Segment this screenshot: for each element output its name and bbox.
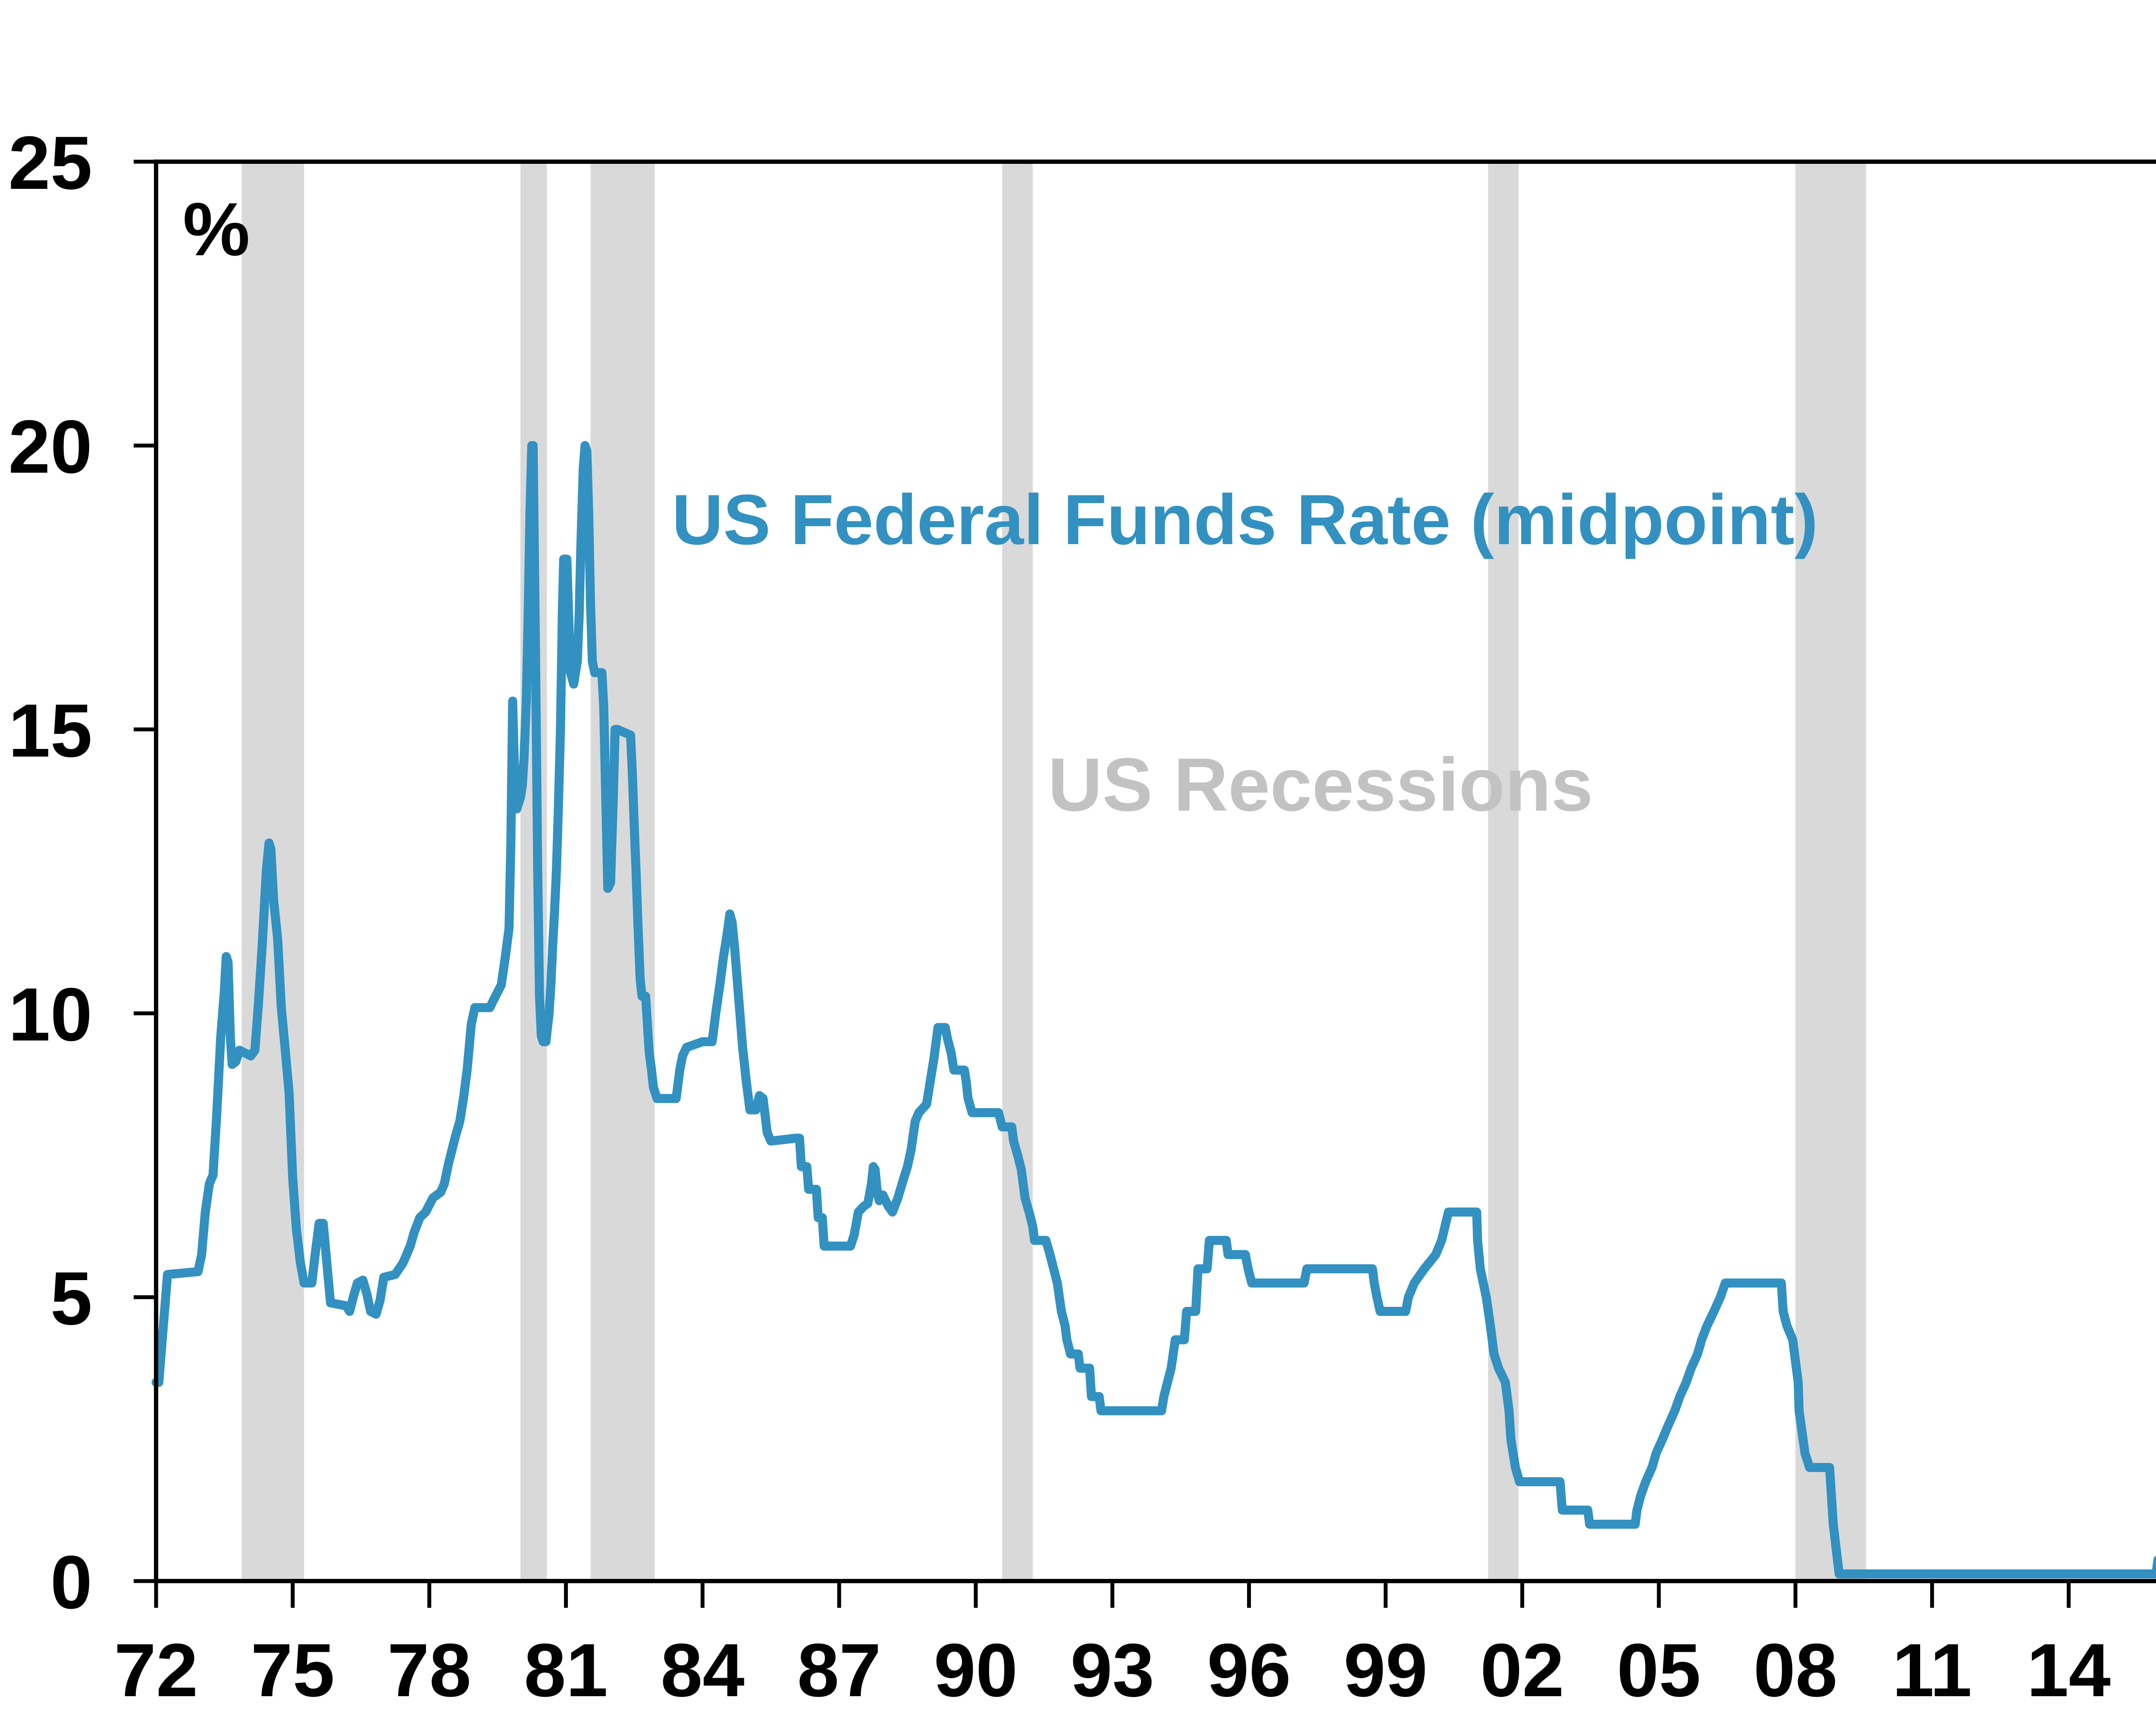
plot-border — [154, 160, 2156, 1583]
y-tick-label: 25 — [8, 121, 92, 205]
x-tick-label: 78 — [387, 1628, 471, 1713]
recession-bands — [241, 164, 1866, 1581]
fed-funds-line — [151, 441, 2156, 1578]
x-axis-tick-labels: 727578818487909396990205081114172023 — [114, 1628, 2111, 1713]
y-axis-unit-label: % — [183, 188, 250, 272]
x-tick-label: 99 — [1344, 1628, 1428, 1713]
y-tick-label: 15 — [8, 689, 92, 773]
x-tick-label: 87 — [797, 1628, 881, 1713]
chart-title: US Federal Funds Rate (midpoint) — [672, 480, 1818, 559]
x-tick-label: 90 — [934, 1628, 1018, 1713]
x-tick-label: 08 — [1753, 1628, 1837, 1713]
x-tick-label: 81 — [524, 1628, 608, 1713]
y-tick-label: 5 — [50, 1257, 92, 1341]
y-tick-label: 0 — [50, 1541, 92, 1625]
x-tick-label: 93 — [1070, 1628, 1154, 1713]
x-tick-label: 72 — [114, 1628, 198, 1713]
recession-band — [590, 164, 655, 1581]
y-tick-label: 20 — [8, 405, 92, 489]
recession-band — [1795, 164, 1866, 1581]
x-tick-label: 96 — [1207, 1628, 1291, 1713]
x-tick-label: 75 — [251, 1628, 335, 1713]
x-tick-label: 84 — [661, 1628, 745, 1713]
y-axis-tick-labels: 0 5 10 15 20 25 — [8, 121, 92, 1625]
x-tick-label: 14 — [2027, 1628, 2111, 1713]
recessions-legend-label: US Recessions — [1048, 743, 1593, 827]
x-tick-label: 11 — [1892, 1628, 1972, 1713]
y-tick-label: 10 — [8, 973, 92, 1057]
x-tick-label: 02 — [1480, 1628, 1564, 1713]
recession-band — [1002, 164, 1033, 1581]
axis-ticks — [134, 160, 2071, 1608]
x-tick-label: 05 — [1617, 1628, 1701, 1713]
